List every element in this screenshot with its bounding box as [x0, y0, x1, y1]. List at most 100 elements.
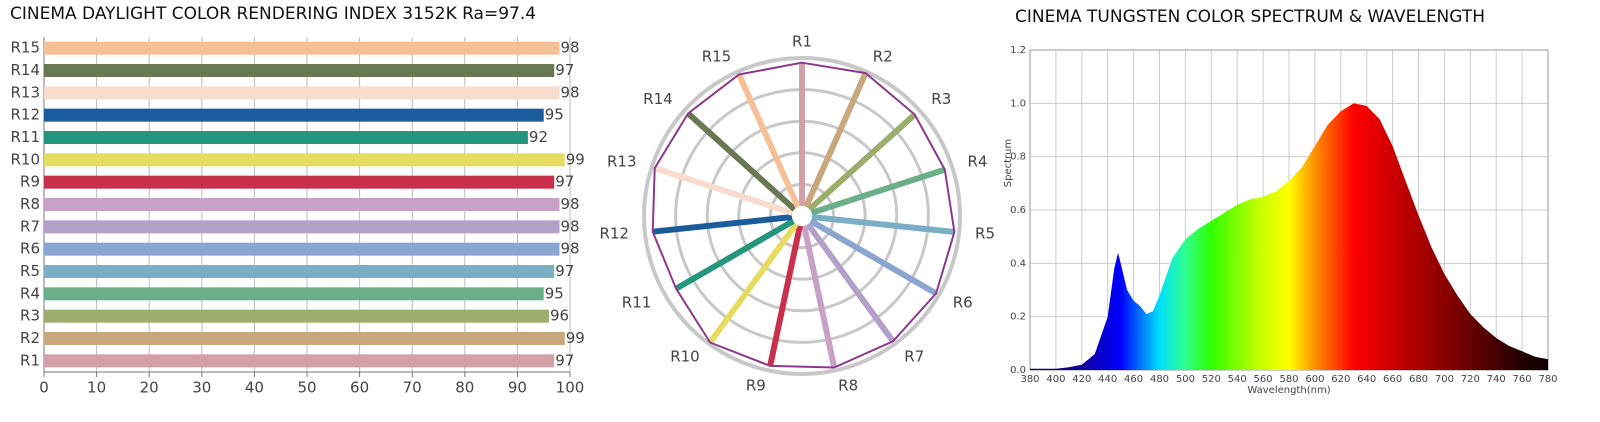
- y-tick-label: R10: [10, 150, 40, 168]
- bar: [44, 131, 528, 144]
- y-tick-label: R6: [20, 240, 40, 258]
- y-tick-label: 0.4: [1010, 258, 1026, 269]
- x-axis-label: Wavelength(nm): [1247, 385, 1330, 396]
- bar: [44, 86, 560, 100]
- x-tick-label: 780: [1538, 374, 1557, 385]
- x-tick-label: 700: [1435, 374, 1454, 385]
- bar: [44, 332, 565, 345]
- chart-title: CINEMA DAYLIGHT COLOR RENDERING INDEX 31…: [10, 4, 536, 24]
- bar: [44, 64, 555, 77]
- x-tick-label: 720: [1461, 374, 1480, 385]
- spoke-bar: [674, 218, 795, 292]
- outline: [651, 61, 956, 369]
- x-tick-label: 660: [1383, 374, 1402, 385]
- value-label: 95: [545, 284, 564, 302]
- value-label: 98: [560, 240, 579, 258]
- spoke-bar: [810, 166, 946, 216]
- bar: [44, 354, 555, 368]
- x-tick-label: 100: [556, 379, 585, 397]
- category-label: R15: [702, 48, 732, 66]
- spoke-bar: [653, 165, 794, 216]
- x-tick-label: 540: [1228, 374, 1247, 385]
- y-tick-label: R15: [10, 39, 40, 57]
- category-label: R8: [838, 377, 858, 395]
- spoke-bar: [767, 225, 803, 367]
- bar: [44, 265, 555, 278]
- x-tick-label: 760: [1513, 374, 1532, 385]
- spoke-bar: [707, 222, 799, 345]
- category-label: R6: [953, 294, 973, 312]
- x-tick-label: 40: [245, 379, 264, 397]
- spoke-bar: [736, 73, 801, 209]
- category-label: R10: [670, 347, 700, 365]
- spoke-bar: [801, 225, 838, 369]
- bar: [44, 175, 555, 189]
- value-label: 98: [560, 39, 579, 57]
- category-label: R4: [967, 153, 987, 171]
- category-label: R11: [622, 294, 652, 312]
- bar: [44, 220, 560, 234]
- category-label: R14: [643, 90, 673, 108]
- y-tick-label: R13: [10, 83, 40, 101]
- spoke-bar: [811, 214, 955, 236]
- x-tick-label: 380: [1020, 374, 1039, 385]
- category-label: R12: [599, 225, 629, 243]
- spectrum-area: [1030, 103, 1548, 371]
- y-tick-label: 0.8: [1010, 152, 1026, 163]
- value-label: 97: [555, 351, 574, 369]
- value-label: 92: [529, 128, 548, 146]
- y-tick-label: R4: [20, 284, 40, 302]
- value-label: 98: [560, 83, 579, 101]
- category-label: R2: [873, 48, 893, 66]
- bar: [44, 287, 544, 301]
- value-label: 99: [566, 150, 585, 168]
- spoke-bar: [807, 112, 917, 212]
- x-tick-label: 440: [1098, 374, 1117, 385]
- spoke-bar: [809, 218, 938, 297]
- x-tick-label: 560: [1254, 374, 1273, 385]
- bar: [44, 108, 544, 122]
- x-tick-label: 400: [1046, 374, 1065, 385]
- y-tick-label: 1.2: [1010, 45, 1026, 56]
- y-tick-label: R14: [10, 61, 40, 79]
- bar: [44, 153, 565, 167]
- x-tick-label: 480: [1150, 374, 1169, 385]
- x-tick-label: 580: [1279, 374, 1298, 385]
- category-label: R13: [607, 153, 637, 171]
- spoke-bar: [652, 214, 793, 235]
- x-tick-label: 60: [350, 379, 369, 397]
- value-label: 97: [555, 262, 574, 280]
- x-tick-label: 10: [87, 379, 106, 397]
- y-tick-label: 0.6: [1010, 205, 1026, 216]
- y-tick-label: R1: [20, 351, 40, 369]
- y-tick-label: R9: [20, 173, 40, 191]
- value-label: 98: [560, 217, 579, 235]
- y-tick-label: R11: [10, 128, 40, 146]
- category-label: R9: [746, 377, 766, 395]
- spoke-bar: [686, 111, 797, 212]
- x-tick-label: 740: [1487, 374, 1506, 385]
- x-tick-label: 20: [140, 379, 159, 397]
- value-label: 96: [550, 307, 569, 325]
- x-tick-label: 0: [39, 379, 49, 397]
- bar: [44, 309, 549, 323]
- y-axis-label: Spectrum: [1003, 139, 1014, 187]
- x-tick-label: 70: [403, 379, 422, 397]
- x-tick-label: 500: [1176, 374, 1195, 385]
- y-tick-label: 1.0: [1010, 98, 1026, 109]
- bar: [44, 198, 560, 211]
- y-tick-label: R3: [20, 307, 40, 325]
- bar: [44, 41, 560, 55]
- spoke-bar: [803, 71, 869, 209]
- x-tick-label: 30: [192, 379, 211, 397]
- y-tick-label: R8: [20, 195, 40, 213]
- y-tick-label: R5: [20, 262, 40, 280]
- x-tick-label: 90: [508, 379, 527, 397]
- x-tick-label: 620: [1331, 374, 1350, 385]
- y-tick-label: R12: [10, 106, 40, 124]
- grid-ring: [642, 56, 962, 376]
- y-tick-label: 0.0: [1010, 365, 1026, 376]
- category-label: R7: [904, 347, 924, 365]
- x-tick-label: 640: [1357, 374, 1376, 385]
- value-label: 97: [555, 61, 574, 79]
